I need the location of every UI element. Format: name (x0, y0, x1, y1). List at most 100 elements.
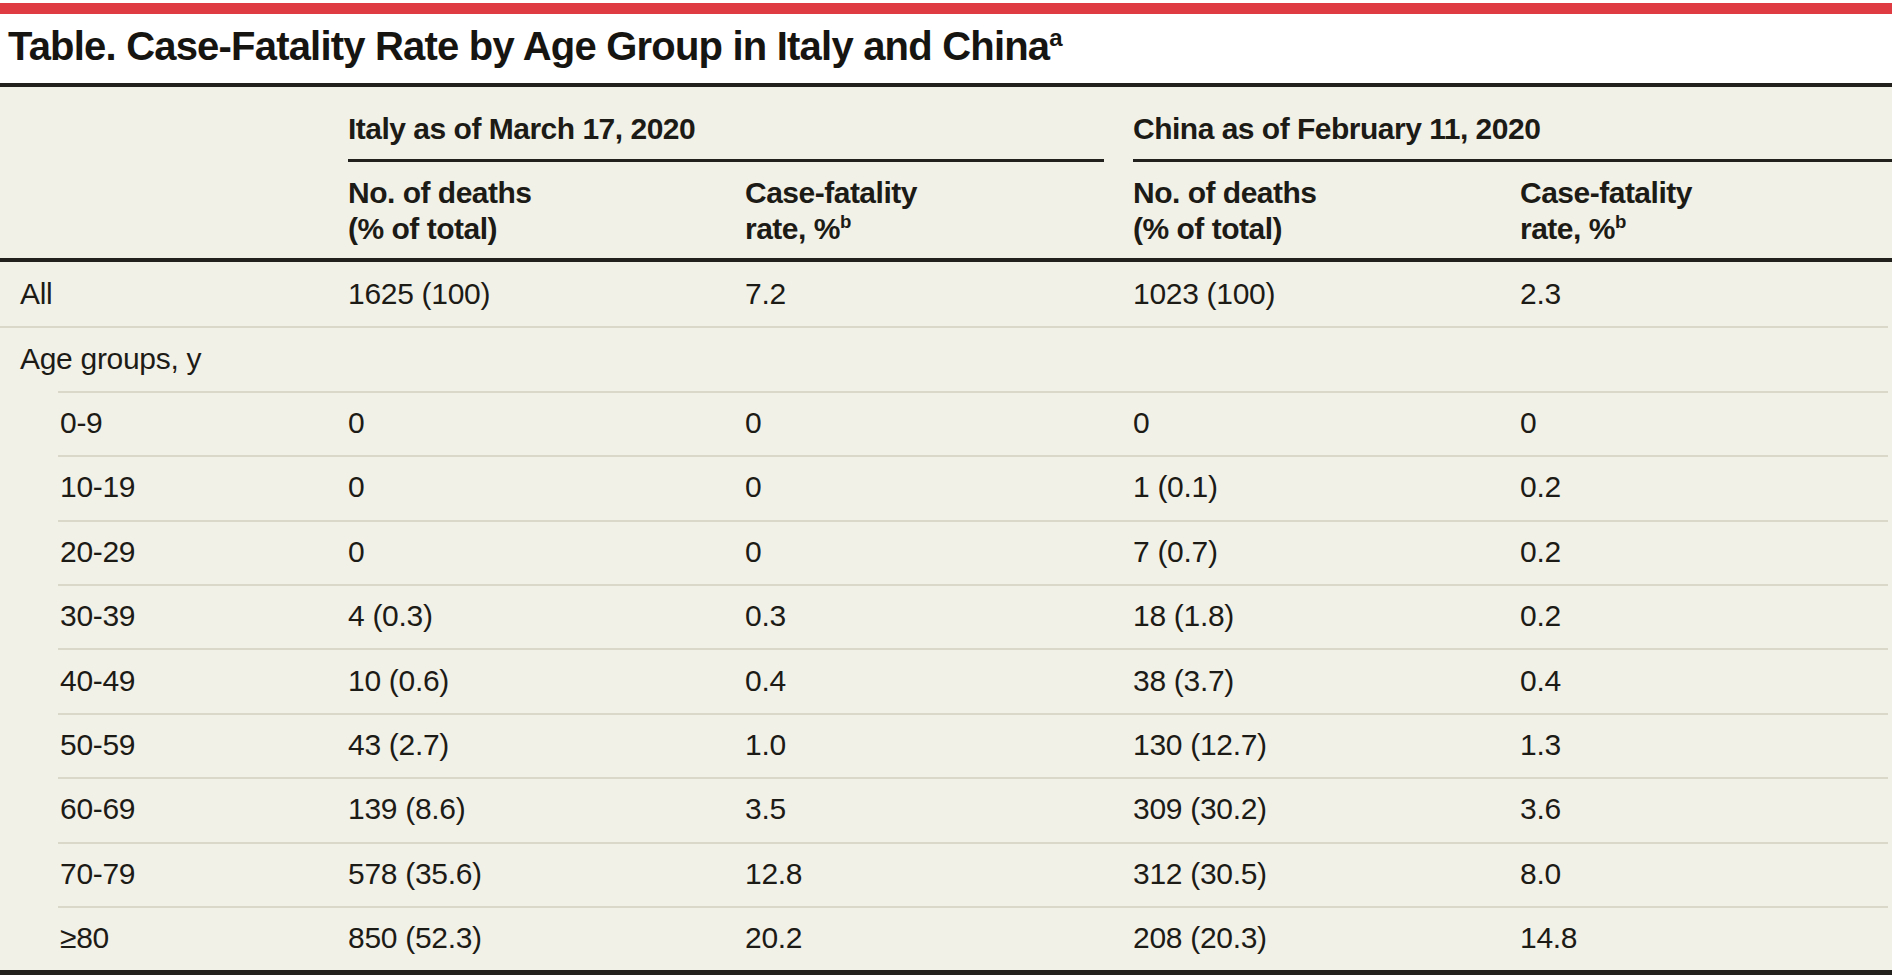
table-row: 0-90000 (0, 391, 1892, 455)
column-header-line2: (% of total) (1133, 211, 1520, 247)
cell-value (348, 326, 745, 390)
column-header-line1: Case-fatality (1520, 175, 1892, 211)
cell-value: 309 (30.2) (1133, 777, 1520, 841)
column-group-china: China as of February 11, 2020 (1133, 87, 1892, 162)
cell-value: 3.6 (1520, 777, 1892, 841)
column-header-line2: rate, %b (745, 211, 1133, 247)
cell-value: 130 (12.7) (1133, 713, 1520, 777)
row-divider (58, 391, 1888, 393)
cell-value: 0 (1520, 391, 1892, 455)
column-group-italy-label: Italy as of March 17, 2020 (348, 112, 695, 146)
row-label: 40-49 (0, 648, 348, 712)
column-header-italy-cfr: Case-fatality rate, %b (745, 162, 1133, 258)
table-body: All1625 (100)7.21023 (100)2.3Age groups,… (0, 262, 1892, 970)
cell-value: 8.0 (1520, 842, 1892, 906)
row-label: Age groups, y (0, 326, 348, 390)
row-label: All (0, 262, 348, 326)
cell-value: 0 (348, 520, 745, 584)
table-row: All1625 (100)7.21023 (100)2.3 (0, 262, 1892, 326)
table-bottom-rule (0, 970, 1892, 975)
cell-value: 1 (0.1) (1133, 455, 1520, 519)
row-label: 50-59 (0, 713, 348, 777)
cell-value: 18 (1.8) (1133, 584, 1520, 648)
table-title-text: Table. Case-Fatality Rate by Age Group i… (8, 24, 1049, 68)
table-title: Table. Case-Fatality Rate by Age Group i… (8, 24, 1062, 69)
column-group-empty-cell (0, 87, 348, 162)
row-divider (0, 326, 1888, 328)
cell-value: 1023 (100) (1133, 262, 1520, 326)
cell-value: 12.8 (745, 842, 1133, 906)
cell-value: 10 (0.6) (348, 648, 745, 712)
cell-value: 0.3 (745, 584, 1133, 648)
cell-value: 1625 (100) (348, 262, 745, 326)
cell-value: 7.2 (745, 262, 1133, 326)
table-row: 40-4910 (0.6)0.438 (3.7)0.4 (0, 648, 1892, 712)
cell-value: 3.5 (745, 777, 1133, 841)
column-header-italy-deaths: No. of deaths (% of total) (348, 162, 745, 258)
row-label: 30-39 (0, 584, 348, 648)
journal-accent-bar (0, 3, 1892, 14)
cell-value: 0.4 (1520, 648, 1892, 712)
row-divider (58, 520, 1888, 522)
column-header-line1: Case-fatality (745, 175, 1133, 211)
row-divider (58, 906, 1888, 908)
table-row: 30-394 (0.3)0.318 (1.8)0.2 (0, 584, 1892, 648)
cell-value: 38 (3.7) (1133, 648, 1520, 712)
cell-value: 0.4 (745, 648, 1133, 712)
row-label: 0-9 (0, 391, 348, 455)
row-divider (58, 584, 1888, 586)
table-row: 20-29007 (0.7)0.2 (0, 520, 1892, 584)
column-group-china-label: China as of February 11, 2020 (1133, 112, 1540, 146)
cell-value: 4 (0.3) (348, 584, 745, 648)
table-row: 10-19001 (0.1)0.2 (0, 455, 1892, 519)
table-row: 50-5943 (2.7)1.0130 (12.7)1.3 (0, 713, 1892, 777)
cell-value: 0 (1133, 391, 1520, 455)
cell-value: 0 (745, 520, 1133, 584)
cell-value: 1.3 (1520, 713, 1892, 777)
column-header-line2: rate, %b (1520, 211, 1892, 247)
column-header-line2: (% of total) (348, 211, 745, 247)
column-header-china-deaths: No. of deaths (% of total) (1133, 162, 1520, 258)
cell-value: 0 (745, 455, 1133, 519)
column-group-italy: Italy as of March 17, 2020 (348, 87, 1104, 162)
column-header-row: No. of deaths (% of total) Case-fatality… (0, 162, 1892, 258)
column-group-gap (1104, 87, 1133, 162)
cell-value: 7 (0.7) (1133, 520, 1520, 584)
cell-value: 208 (20.3) (1133, 906, 1520, 970)
cell-value: 14.8 (1520, 906, 1892, 970)
table-sheet: Italy as of March 17, 2020 China as of F… (0, 87, 1892, 975)
cell-value: 312 (30.5) (1133, 842, 1520, 906)
cell-value: 0.2 (1520, 520, 1892, 584)
title-footnote-marker: a (1049, 24, 1062, 51)
table-row: 60-69139 (8.6)3.5309 (30.2)3.6 (0, 777, 1892, 841)
table-row: ≥80850 (52.3)20.2208 (20.3)14.8 (0, 906, 1892, 970)
table-row: 70-79578 (35.6)12.8312 (30.5)8.0 (0, 842, 1892, 906)
column-header-line1: No. of deaths (1133, 175, 1520, 211)
cell-value (1133, 326, 1520, 390)
cell-value: 20.2 (745, 906, 1133, 970)
column-header-china-cfr: Case-fatality rate, %b (1520, 162, 1892, 258)
cell-value: 1.0 (745, 713, 1133, 777)
cell-value: 0 (745, 391, 1133, 455)
row-label: 20-29 (0, 520, 348, 584)
column-header-rowlabel (0, 162, 348, 258)
row-divider (58, 777, 1888, 779)
cell-value: 0.2 (1520, 584, 1892, 648)
cell-value (745, 326, 1133, 390)
row-label: 10-19 (0, 455, 348, 519)
cell-value: 2.3 (1520, 262, 1892, 326)
footnote-marker: b (1615, 211, 1626, 232)
row-label: 60-69 (0, 777, 348, 841)
row-label: 70-79 (0, 842, 348, 906)
cell-value: 578 (35.6) (348, 842, 745, 906)
cell-value: 0 (348, 455, 745, 519)
cell-value: 43 (2.7) (348, 713, 745, 777)
table-row: Age groups, y (0, 326, 1892, 390)
row-divider (58, 648, 1888, 650)
cell-value: 850 (52.3) (348, 906, 745, 970)
cell-value: 0 (348, 391, 745, 455)
row-divider (58, 713, 1888, 715)
column-group-header-row: Italy as of March 17, 2020 China as of F… (0, 87, 1892, 162)
cell-value: 139 (8.6) (348, 777, 745, 841)
case-fatality-table: Italy as of March 17, 2020 China as of F… (0, 83, 1892, 975)
